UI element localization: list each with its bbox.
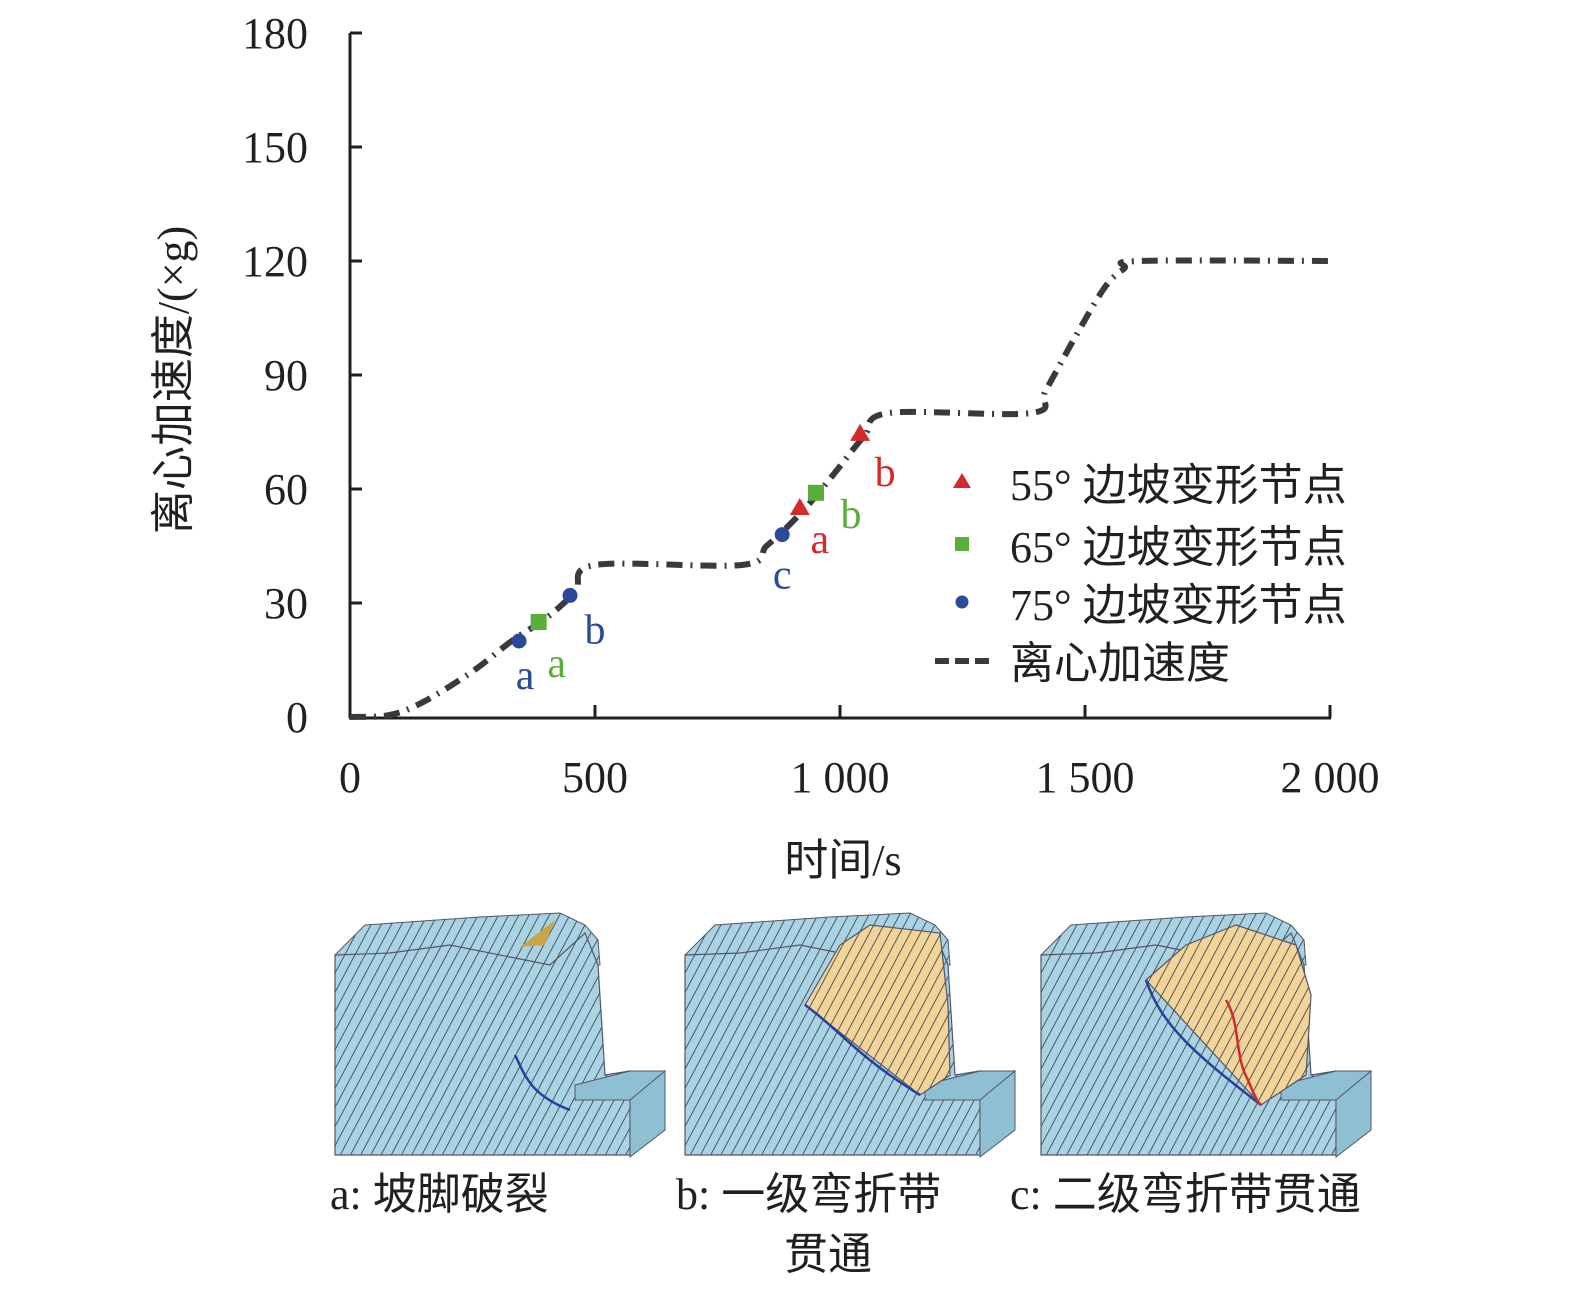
x-axis-title: 时间/s xyxy=(784,836,901,885)
marker-triangle-a xyxy=(789,498,810,515)
toe-crack-line xyxy=(513,1054,571,1112)
point-label-b: b xyxy=(840,492,861,538)
legend-triangle-icon xyxy=(953,473,971,488)
y-axis-title: 离心加速度/(×g) xyxy=(149,226,198,534)
moved-block xyxy=(1145,924,1312,1106)
legend-square-icon xyxy=(955,537,969,551)
slope-body xyxy=(334,931,631,1156)
point-label-a: a xyxy=(810,517,829,563)
chart: 0 30 60 90 120 150 180 0 500 1 000 1 500 2 000 时间/… xyxy=(149,9,1380,885)
y-tick-label: 150 xyxy=(242,123,308,172)
legend-label: 65° 边坡变形节点 xyxy=(1010,523,1347,572)
x-ticks: 0 500 1 000 1 500 2 000 xyxy=(339,705,1380,802)
legend-label: 75° 边坡变形节点 xyxy=(1010,581,1347,630)
caption-c: c: 二级弯折带贯通 xyxy=(1010,1170,1361,1219)
marker-circle-c xyxy=(774,527,790,543)
legend-label: 离心加速度 xyxy=(1010,639,1230,688)
bend-band-crack xyxy=(804,1003,921,1097)
y-tick-label: 90 xyxy=(264,351,308,400)
caption-b-line2: 贯通 xyxy=(784,1230,872,1279)
y-tick-label: 180 xyxy=(242,9,308,58)
caption-a: a: 坡脚破裂 xyxy=(330,1170,549,1219)
point-label-a: a xyxy=(547,641,566,687)
x-tick-label: 2 000 xyxy=(1281,753,1380,802)
panel-c-second-bend-band xyxy=(1040,912,1373,1159)
x-tick-label: 1 500 xyxy=(1036,753,1135,802)
marker-circle-a xyxy=(511,633,527,649)
panel-a-toe-rupture xyxy=(334,912,667,1159)
toe-platform-side xyxy=(1335,1069,1372,1159)
y-tick-label: 60 xyxy=(264,465,308,514)
point-label-c: c xyxy=(773,553,792,599)
marker-triangle-b xyxy=(850,423,871,441)
marker-square-a xyxy=(530,614,547,630)
x-tick-label: 0 xyxy=(339,753,361,802)
legend-label: 55° 边坡变形节点 xyxy=(1010,461,1347,510)
slope-panels: a: 坡脚破裂 b: 一级弯折带 贯通 c: 二级弯折带贯通 xyxy=(0,905,1575,1291)
x-tick-label: 500 xyxy=(562,753,628,802)
first-bend-crack xyxy=(1144,979,1262,1106)
y-tick-label: 0 xyxy=(286,693,308,742)
y-ticks: 0 30 60 90 120 150 180 xyxy=(242,9,362,742)
point-label-b: b xyxy=(585,607,606,653)
caption-b-line1: b: 一级弯折带 xyxy=(676,1170,942,1219)
second-bend-crack xyxy=(1224,999,1262,1107)
y-tick-label: 120 xyxy=(242,237,308,286)
panel-b-first-bend-band xyxy=(684,912,1017,1159)
x-tick-label: 1 000 xyxy=(791,753,890,802)
marker-circle-b xyxy=(562,587,578,603)
moved-block xyxy=(804,924,951,1096)
minor-opening xyxy=(520,920,555,947)
legend-circle-icon xyxy=(955,595,969,609)
toe-platform-side xyxy=(979,1069,1016,1159)
point-label-a: a xyxy=(516,653,535,699)
y-tick-label: 30 xyxy=(264,579,308,628)
toe-platform-side xyxy=(629,1069,666,1159)
marker-square-b xyxy=(807,484,824,501)
point-label-b: b xyxy=(875,450,896,496)
